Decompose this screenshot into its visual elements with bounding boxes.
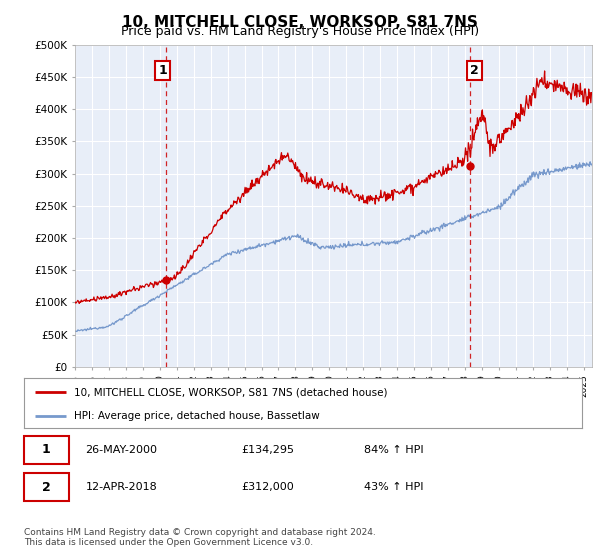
Text: £312,000: £312,000 — [242, 482, 295, 492]
FancyBboxPatch shape — [24, 473, 68, 501]
Text: 2: 2 — [42, 480, 50, 494]
Text: 1: 1 — [158, 64, 167, 77]
Text: 10, MITCHELL CLOSE, WORKSOP, S81 7NS (detached house): 10, MITCHELL CLOSE, WORKSOP, S81 7NS (de… — [74, 387, 388, 397]
Text: £134,295: £134,295 — [242, 445, 295, 455]
Text: HPI: Average price, detached house, Bassetlaw: HPI: Average price, detached house, Bass… — [74, 411, 320, 421]
Text: 10, MITCHELL CLOSE, WORKSOP, S81 7NS: 10, MITCHELL CLOSE, WORKSOP, S81 7NS — [122, 15, 478, 30]
Text: 26-MAY-2000: 26-MAY-2000 — [85, 445, 157, 455]
Text: 1: 1 — [42, 443, 50, 456]
Text: 12-APR-2018: 12-APR-2018 — [85, 482, 157, 492]
Text: Contains HM Land Registry data © Crown copyright and database right 2024.
This d: Contains HM Land Registry data © Crown c… — [24, 528, 376, 547]
Text: 84% ↑ HPI: 84% ↑ HPI — [364, 445, 424, 455]
FancyBboxPatch shape — [24, 436, 68, 464]
Text: Price paid vs. HM Land Registry's House Price Index (HPI): Price paid vs. HM Land Registry's House … — [121, 25, 479, 38]
Text: 43% ↑ HPI: 43% ↑ HPI — [364, 482, 424, 492]
Text: 2: 2 — [470, 64, 479, 77]
